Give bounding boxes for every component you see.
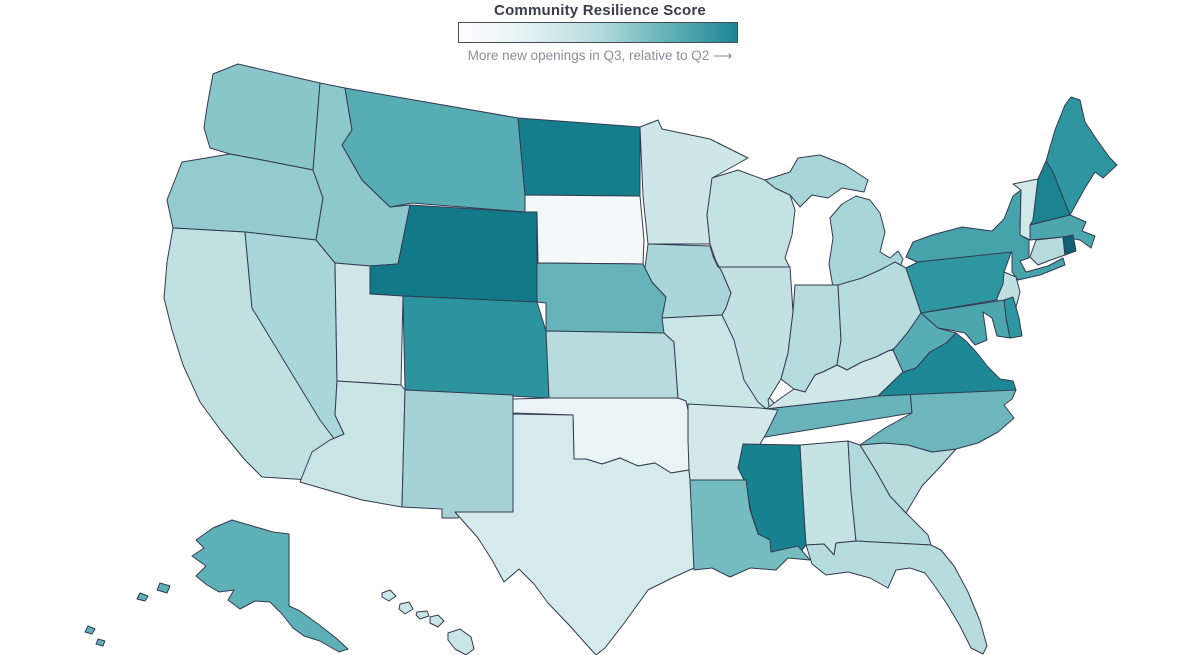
state-tx[interactable]: Texas [454,413,695,655]
state-nd[interactable]: North Dakota [517,117,641,197]
state-hi[interactable]: Hawaii [381,589,475,655]
state-ak[interactable]: Alaska [84,519,349,653]
state-nc[interactable]: North Carolina [859,389,1017,453]
state-az[interactable]: Arizona [299,380,406,508]
state-al[interactable]: Alabama [799,440,857,556]
state-ny[interactable]: New York [905,189,1066,281]
state-wv[interactable]: West Virginia [892,312,957,373]
state-ri[interactable]: Rhode Island [1062,234,1077,256]
state-ne[interactable]: Nebraska [536,262,667,334]
state-sd[interactable]: South Dakota [524,194,645,265]
state-ks[interactable]: Kansas [545,330,679,399]
state-md[interactable]: Maryland [920,299,1011,346]
state-la[interactable]: Louisiana [689,479,811,578]
state-mi[interactable]: Michigan [764,154,904,294]
state-co[interactable]: Colorado [402,295,550,399]
state-or[interactable]: Oregon [166,153,324,241]
state-me[interactable]: Maine [1045,96,1118,216]
state-nm[interactable]: New Mexico [401,389,514,519]
state-fl[interactable]: Florida [805,540,988,655]
state-wa[interactable]: Washington [203,63,321,171]
